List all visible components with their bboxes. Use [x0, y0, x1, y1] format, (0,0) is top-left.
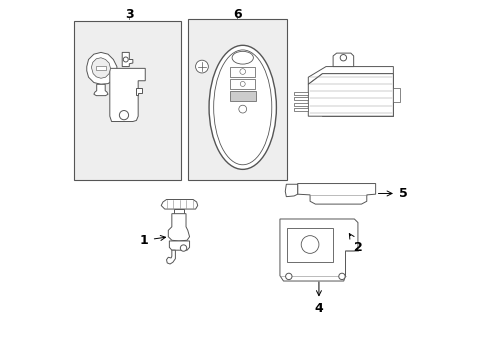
Polygon shape	[96, 66, 106, 70]
Circle shape	[285, 273, 291, 280]
Bar	[230, 67, 255, 77]
Text: 2: 2	[348, 234, 362, 254]
Circle shape	[338, 273, 345, 280]
Ellipse shape	[209, 45, 276, 169]
Bar	[286, 228, 332, 261]
Polygon shape	[166, 250, 175, 264]
Polygon shape	[122, 53, 133, 67]
Bar	[74, 21, 181, 180]
Ellipse shape	[213, 50, 271, 165]
Ellipse shape	[232, 51, 253, 64]
Circle shape	[180, 245, 186, 251]
Polygon shape	[297, 184, 375, 204]
Polygon shape	[94, 84, 108, 96]
Text: 3: 3	[125, 8, 133, 21]
Polygon shape	[86, 53, 117, 84]
Bar	[230, 79, 255, 89]
Circle shape	[195, 60, 208, 73]
Circle shape	[119, 111, 128, 120]
Polygon shape	[307, 67, 392, 84]
Polygon shape	[168, 214, 189, 241]
Polygon shape	[392, 88, 400, 102]
Circle shape	[340, 54, 346, 61]
Polygon shape	[279, 219, 357, 281]
Polygon shape	[169, 241, 189, 250]
Bar	[187, 19, 286, 180]
Polygon shape	[285, 184, 297, 197]
Circle shape	[240, 69, 245, 75]
Polygon shape	[173, 209, 184, 214]
Polygon shape	[307, 74, 392, 116]
Polygon shape	[161, 199, 197, 209]
Polygon shape	[293, 103, 307, 105]
Polygon shape	[322, 74, 392, 116]
Polygon shape	[136, 88, 142, 95]
Circle shape	[240, 81, 244, 86]
Text: 1: 1	[140, 234, 165, 247]
Polygon shape	[293, 98, 307, 100]
Polygon shape	[293, 108, 307, 111]
Text: 4: 4	[314, 282, 323, 315]
Polygon shape	[332, 53, 353, 67]
Circle shape	[123, 57, 128, 62]
Circle shape	[301, 236, 318, 253]
Bar	[229, 91, 255, 100]
Circle shape	[238, 105, 246, 113]
Polygon shape	[91, 58, 110, 78]
Text: 5: 5	[378, 187, 407, 200]
Text: 6: 6	[233, 8, 241, 21]
Polygon shape	[293, 92, 307, 95]
Polygon shape	[110, 68, 145, 122]
